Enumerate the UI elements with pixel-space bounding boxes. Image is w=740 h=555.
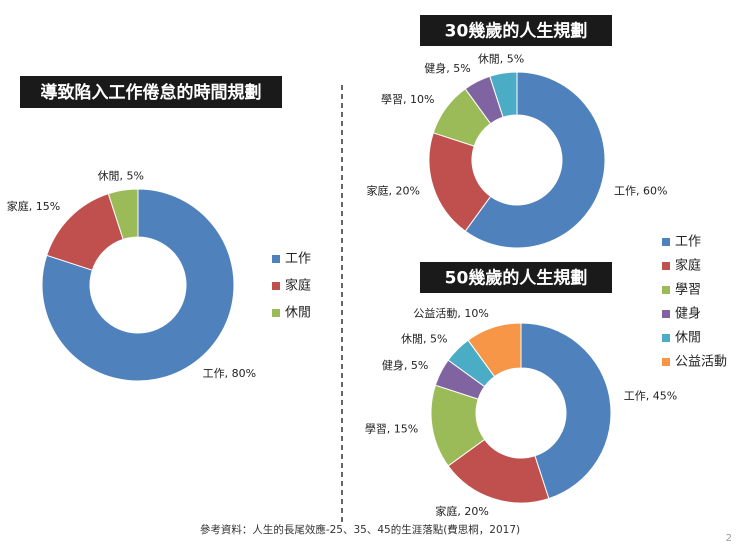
data-label: 休閒, 5% — [401, 332, 447, 345]
legend-label: 家庭 — [285, 278, 311, 294]
legend-swatch — [662, 262, 670, 270]
legend-label: 休閒 — [675, 331, 701, 346]
legend-label: 公益活動 — [675, 355, 727, 370]
title-box — [420, 15, 612, 46]
data-label: 休閒, 5% — [98, 169, 144, 182]
legend-label: 休閒 — [285, 306, 311, 321]
data-label: 工作, 45% — [624, 390, 677, 403]
footer: 參考資料：人生的長尾效應-25、35、45的生涯落點(費思桐，2017) — [200, 523, 520, 536]
chart-title: 導致陷入工作倦怠的時間規劃 — [41, 82, 262, 103]
legend-swatch — [272, 282, 280, 290]
title-box — [420, 262, 612, 293]
data-label: 健身, 5% — [424, 61, 470, 75]
donut-slice — [489, 71, 518, 118]
data-label: 學習, 10% — [381, 93, 434, 106]
legend-label: 健身 — [675, 306, 701, 322]
legend-swatch — [662, 286, 670, 294]
legend-swatch — [272, 309, 280, 317]
title-box — [20, 76, 282, 108]
data-label: 健身, 5% — [382, 358, 428, 372]
chart-title: 30幾歲的人生規劃 — [445, 21, 588, 42]
donut-slice — [107, 188, 139, 240]
data-label: 公益活動, 10% — [413, 306, 488, 320]
data-label: 工作, 60% — [614, 185, 667, 198]
legend-swatch — [662, 310, 670, 318]
donut-slice — [520, 322, 612, 500]
donut-slice — [467, 322, 522, 378]
data-label: 家庭, 20% — [367, 184, 420, 198]
data-label: 學習, 15% — [365, 422, 418, 435]
legend-swatch — [272, 255, 280, 263]
data-label: 家庭, 15% — [7, 199, 60, 213]
legend-label: 工作 — [285, 252, 311, 267]
legend-label: 工作 — [675, 235, 701, 250]
legend-swatch — [662, 238, 670, 246]
page-number: 2 — [726, 533, 732, 544]
legend-swatch — [662, 334, 670, 342]
legend-swatch — [662, 358, 670, 366]
chart-title: 50幾歲的人生規劃 — [445, 268, 588, 289]
data-label: 休閒, 5% — [478, 52, 524, 65]
data-label: 家庭, 20% — [435, 504, 488, 518]
donut-slice — [41, 188, 235, 382]
legend-label: 學習 — [675, 283, 701, 298]
legend-label: 家庭 — [675, 258, 701, 274]
donut-slice — [464, 71, 606, 249]
data-label: 工作, 80% — [203, 367, 256, 380]
